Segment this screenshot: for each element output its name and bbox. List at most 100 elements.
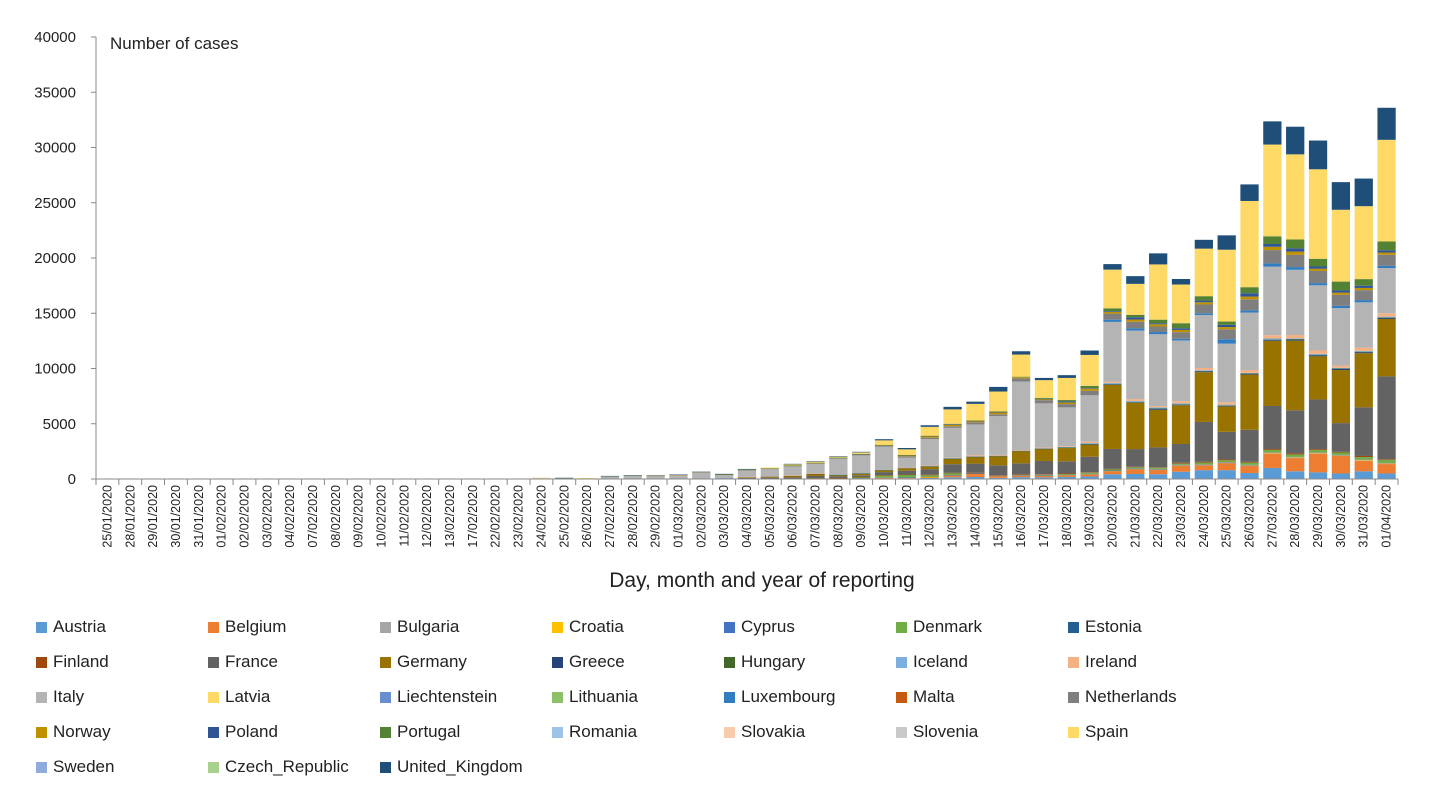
bar-segment	[1331, 455, 1351, 457]
bar-segment	[943, 423, 962, 425]
bar-segment	[943, 472, 962, 475]
bar-segment	[1057, 446, 1076, 448]
bar-segment	[1308, 355, 1328, 357]
bar-segment	[1217, 405, 1236, 407]
bar-segment	[1103, 308, 1122, 312]
bar-segment	[1126, 283, 1145, 315]
bar-segment	[1286, 269, 1305, 336]
bar-segment	[1217, 327, 1236, 330]
x-tick-label: 01/04/2020	[1380, 485, 1394, 548]
y-axis-label: Number of cases	[110, 34, 239, 53]
legend-label: Denmark	[913, 617, 982, 636]
y-tick-label: 0	[68, 471, 76, 488]
bar-segment	[1171, 279, 1191, 285]
bar-segment	[1103, 319, 1122, 322]
bar-segment	[1240, 374, 1259, 430]
y-tick-label: 40000	[34, 29, 76, 46]
bar-segment	[1149, 469, 1168, 471]
x-tick-label: 20/03/2020	[1105, 485, 1119, 548]
bar-segment	[874, 477, 894, 479]
bar-segment	[852, 475, 871, 477]
bar-segment	[1126, 473, 1145, 479]
bar-segment	[1194, 314, 1213, 368]
x-tick-label: 27/03/2020	[1265, 485, 1279, 548]
bar-segment	[806, 478, 825, 479]
bar-segment	[1103, 321, 1122, 382]
bar-segment	[1377, 254, 1396, 266]
bar-segment	[1080, 474, 1099, 477]
bar-segment	[852, 476, 871, 479]
legend-label: Sweden	[53, 757, 115, 776]
bar-segment	[874, 472, 894, 476]
bar-segment	[1377, 464, 1396, 474]
bar-segment	[1034, 377, 1054, 381]
bar-segment	[1080, 441, 1099, 444]
bar-segment	[1263, 449, 1282, 450]
legend-swatch	[208, 726, 219, 738]
bar-segment	[1149, 334, 1168, 407]
bar-segment	[829, 456, 848, 458]
bar-segment	[760, 476, 779, 477]
bar-segment	[1171, 329, 1191, 333]
bar-segment	[1194, 461, 1213, 463]
bar-segment	[1331, 305, 1351, 309]
bar-segment	[1034, 448, 1054, 449]
bar-segment	[1263, 452, 1282, 453]
bar-segment	[1377, 265, 1396, 268]
bar-segment	[989, 455, 1008, 457]
bar-segment	[874, 444, 894, 446]
bar-segment	[1149, 326, 1168, 333]
bar-segment	[1240, 372, 1259, 374]
bar-segment	[1126, 319, 1145, 322]
bar-segment	[1263, 266, 1282, 336]
legend-label: Spain	[1085, 722, 1129, 741]
bar-segment	[1377, 252, 1396, 255]
legend-label: Ireland	[1085, 652, 1137, 671]
bar-segment	[1263, 340, 1282, 407]
bar-segment	[1103, 448, 1122, 469]
bar-segment	[1308, 354, 1328, 356]
bar-segment	[715, 474, 734, 479]
bar-segment	[1126, 317, 1145, 320]
x-tick-label: 05/03/2020	[763, 485, 777, 548]
bar-segment	[1308, 350, 1328, 354]
bar-segment	[943, 474, 962, 476]
bar-segment	[966, 422, 985, 425]
x-tick-label: 26/02/2020	[580, 485, 594, 548]
legend-swatch	[896, 726, 907, 738]
bar-segment	[1354, 300, 1373, 303]
bar-segment	[989, 412, 1008, 413]
bar-segment	[1331, 365, 1351, 368]
bar-segment	[1308, 453, 1328, 473]
bar-segment	[1126, 328, 1145, 331]
bar-segment	[1217, 339, 1236, 344]
x-tick-label: 03/03/2020	[717, 485, 731, 548]
bar-segment	[1194, 368, 1213, 371]
bar-segment	[1286, 251, 1305, 255]
bar-segment	[943, 458, 962, 465]
bar-segment	[1331, 473, 1351, 479]
bar-segment	[989, 391, 1008, 412]
legend-swatch	[380, 691, 391, 703]
bar-segment	[715, 478, 734, 479]
bar-segment	[760, 467, 779, 469]
bar-segment	[966, 420, 985, 422]
x-tick-label: 30/03/2020	[1334, 485, 1348, 548]
bar-segment	[1149, 323, 1168, 325]
bar-segment	[989, 477, 1008, 479]
bar-segment	[1057, 404, 1076, 408]
bar-segment	[1240, 293, 1259, 297]
x-tick-label: 25/01/2020	[100, 485, 114, 548]
bar-segment	[1217, 324, 1236, 328]
bar-segment	[1011, 351, 1031, 355]
bar-segment	[1057, 475, 1076, 477]
legend-item: Spain	[1068, 720, 1128, 744]
legend-swatch	[1068, 726, 1079, 738]
bar-segment	[1240, 312, 1259, 371]
bar-segment	[1308, 353, 1328, 355]
bar-segment	[1103, 474, 1122, 479]
bar-segment	[989, 386, 1008, 392]
bar-segment	[966, 472, 985, 474]
legend-label: Netherlands	[1085, 687, 1177, 706]
legend-label: Liechtenstein	[397, 687, 498, 706]
